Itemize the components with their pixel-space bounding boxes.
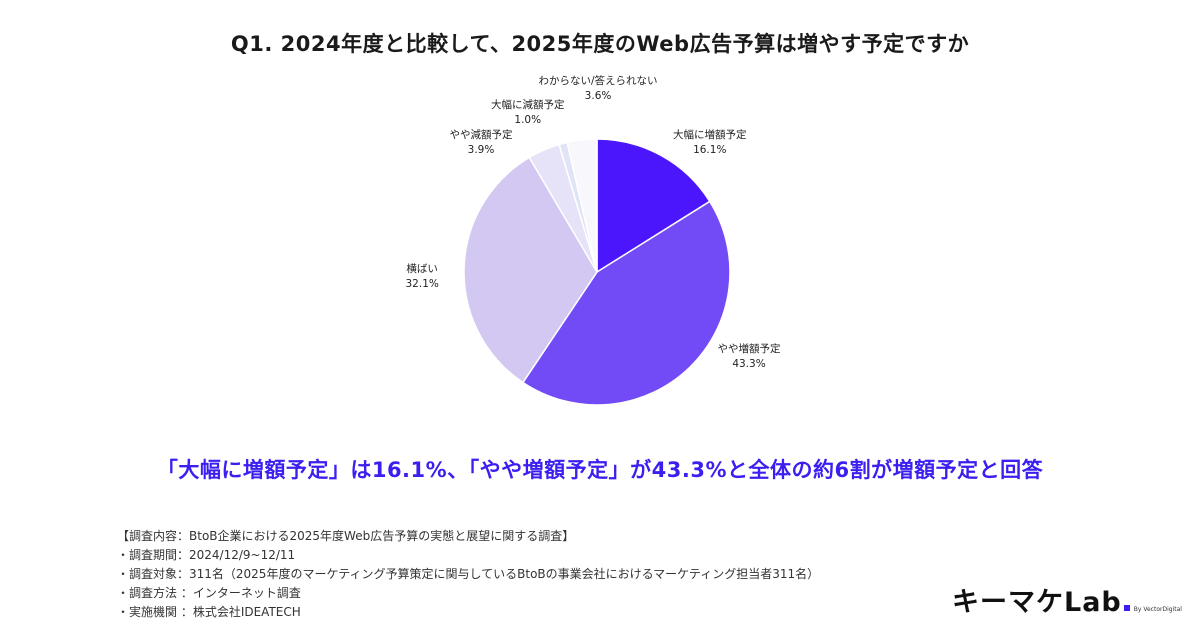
logo-dot-icon [1123, 605, 1130, 611]
slice-name: やや増額予定 [717, 343, 781, 355]
note-line: ・調査対象：311名（2025年度のマーケティング予算策定に関与しているBtoB… [117, 567, 820, 581]
slice-value: 1.0% [514, 114, 542, 126]
slice-value: 3.9% [467, 144, 495, 156]
note-line: ・調査方法 ：インターネット調査 [117, 586, 301, 600]
pie-slice [463, 156, 598, 384]
slice-name: わからない/答えられない [538, 75, 658, 87]
note-line: 【調査内容：BtoB企業における2025年度Web広告予算の実態と展望に関する調… [117, 529, 575, 543]
logo-text: キーマケLab [952, 587, 1122, 618]
slice-value: 16.1% [693, 144, 727, 156]
pie-slice [566, 138, 598, 273]
chart-title: Q1. 2024年度と比較して、2025年度のWeb広告予算は増やす予定ですか [230, 32, 970, 56]
logo-subtext: By VectorDigital [1133, 606, 1182, 613]
slice-value: 32.1% [405, 278, 439, 290]
pie-slice [596, 138, 711, 274]
slice-label: やや減額予定 3.9% [450, 128, 513, 158]
slice-name: 大幅に増額予定 [673, 129, 747, 141]
pie-slice [521, 200, 731, 406]
slice-label: 大幅に減額予定 1.0% [491, 98, 565, 128]
note-line: ・調査期間：2024/12/9~12/11 [117, 548, 296, 562]
slice-label: わからない/答えられない 3.6% [539, 74, 658, 104]
headline: 「大幅に増額予定」は16.1%、「やや増額予定」が43.3%と全体の約6割が増額… [156, 458, 1044, 482]
slice-name: やや減額予定 [449, 129, 513, 141]
survey-notes: 【調査内容：BtoB企業における2025年度Web広告予算の実態と展望に関する調… [117, 527, 819, 622]
note-line: ・実施機関 ：株式会社IDEATECH [117, 605, 301, 619]
slice-name: 大幅に減額予定 [491, 99, 565, 111]
slice-label: 横ばい 32.1% [406, 262, 439, 292]
slice-value: 43.3% [732, 358, 766, 370]
brand-logo: キーマケLab By VectorDigital [952, 580, 1182, 620]
slice-name: 横ばい [406, 263, 438, 275]
slice-label: 大幅に増額予定 16.1% [673, 128, 747, 158]
slice-value: 3.6% [584, 90, 612, 102]
slice-label: やや増額予定 43.3% [718, 342, 781, 372]
